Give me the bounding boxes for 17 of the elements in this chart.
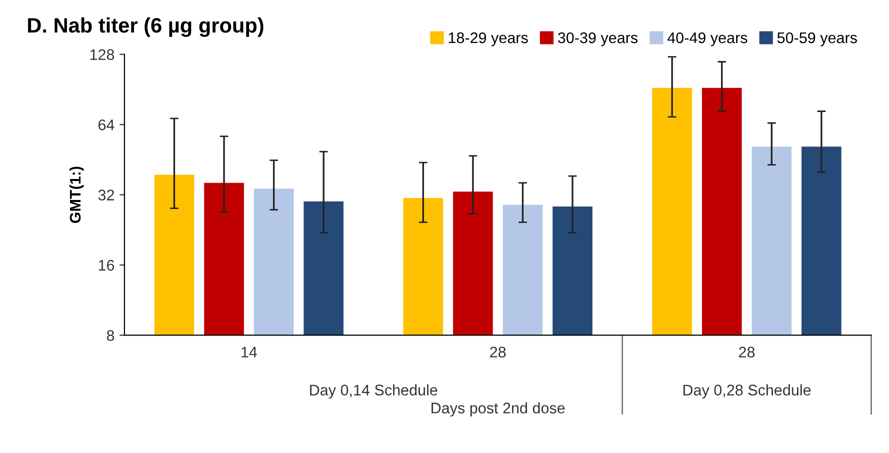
text: Day 0,14 Schedule (310, 384, 438, 399)
y-axis-title: GMT(1:) (69, 166, 84, 224)
chart-title: D. Nab titer (6 µg group) (28, 17, 264, 37)
y-tick-label: 128 (90, 49, 114, 60)
y-tick-label: 64 (98, 119, 114, 130)
legend-label: 40-49 years (667, 32, 748, 46)
legend-label: 50-59 years (777, 32, 857, 46)
legend-label: 18-29 years (448, 32, 528, 46)
y-tick-label: 32 (98, 190, 114, 200)
text: Day 0,28 Schedule (683, 384, 811, 399)
x-tick-label: 28 (739, 346, 755, 358)
x-tick-label: 28 (490, 346, 506, 358)
y-tick-label: 8 (106, 330, 114, 341)
y-tick-label: 16 (98, 260, 114, 271)
x-tick-label: 14 (242, 346, 257, 358)
x-axis-title: Days post 2nd dose (432, 402, 565, 416)
legend-label: 30-39 years (558, 32, 638, 46)
